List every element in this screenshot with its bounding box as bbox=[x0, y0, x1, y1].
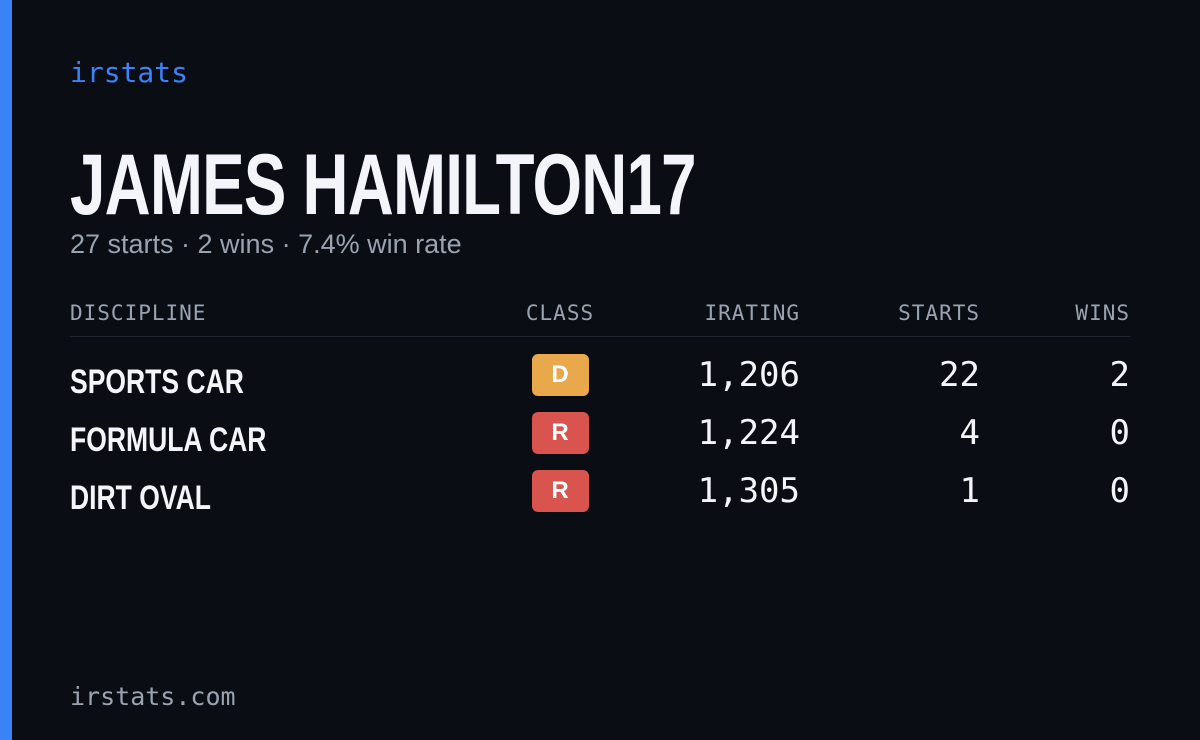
starts-value: 22 bbox=[939, 355, 980, 395]
class-badge: R bbox=[531, 470, 589, 512]
irating-value: 1,206 bbox=[697, 355, 800, 395]
accent-bar bbox=[0, 0, 12, 740]
class-badge: D bbox=[531, 354, 589, 396]
column-header: STARTS bbox=[898, 301, 980, 325]
column-header: CLASS bbox=[525, 301, 595, 325]
summary: 27 starts · 2 wins · 7.4% win rate bbox=[70, 229, 462, 259]
wins-value: 0 bbox=[1109, 471, 1130, 511]
starts-value: 4 bbox=[959, 413, 980, 453]
class-badge: R bbox=[531, 412, 589, 454]
column-header: DISCIPLINE bbox=[70, 301, 207, 325]
header-rule bbox=[70, 336, 1131, 337]
irating-value: 1,305 bbox=[697, 471, 800, 511]
discipline: DIRT OVAL bbox=[70, 479, 211, 517]
discipline: FORMULA CAR bbox=[70, 421, 267, 459]
starts-value: 1 bbox=[959, 471, 980, 511]
column-header: IRATING bbox=[704, 301, 800, 325]
footer: irstats.com bbox=[70, 682, 236, 711]
wins-value: 0 bbox=[1109, 413, 1130, 453]
player-name: JAMES HAMILTON17 bbox=[70, 137, 697, 233]
wins-value: 2 bbox=[1109, 355, 1130, 395]
brand: irstats bbox=[70, 56, 189, 89]
irating-value: 1,224 bbox=[697, 413, 800, 453]
column-header: WINS bbox=[1075, 301, 1130, 325]
discipline: SPORTS CAR bbox=[70, 363, 244, 401]
